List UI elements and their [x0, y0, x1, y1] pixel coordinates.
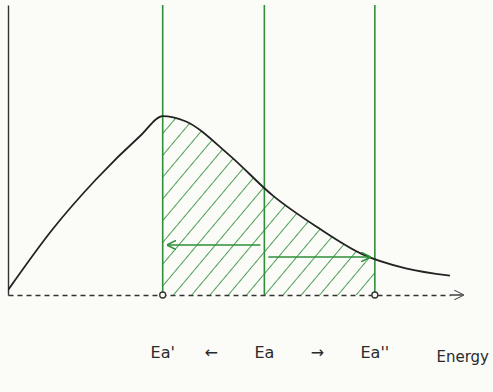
energy-label: Ea: [254, 343, 274, 362]
axis-arrow: [450, 294, 462, 295]
energy-line: [374, 5, 376, 295]
plot-area: [8, 5, 450, 295]
axis-line: [8, 6, 9, 296]
x-axis-title: Energy: [436, 348, 489, 366]
shade-group: [163, 116, 375, 295]
energy-label: Ea'': [361, 343, 390, 362]
axis-line: [9, 295, 451, 296]
energy-point: [160, 292, 166, 298]
x-axis: [9, 295, 451, 296]
chart: Ea' ← Ea → Ea'' Energy: [0, 0, 493, 392]
y-axis: [8, 6, 9, 296]
energy-label: ←: [205, 343, 218, 362]
shaded-area: [163, 116, 375, 295]
shift-arrow: [169, 244, 261, 246]
energy-line: [162, 5, 164, 295]
energy-point: [372, 292, 378, 298]
energy-label: →: [311, 343, 324, 362]
energy-label: Ea': [151, 343, 175, 362]
distribution-curve: [8, 116, 450, 290]
shift-arrow: [268, 256, 369, 258]
energy-line: [264, 5, 266, 295]
